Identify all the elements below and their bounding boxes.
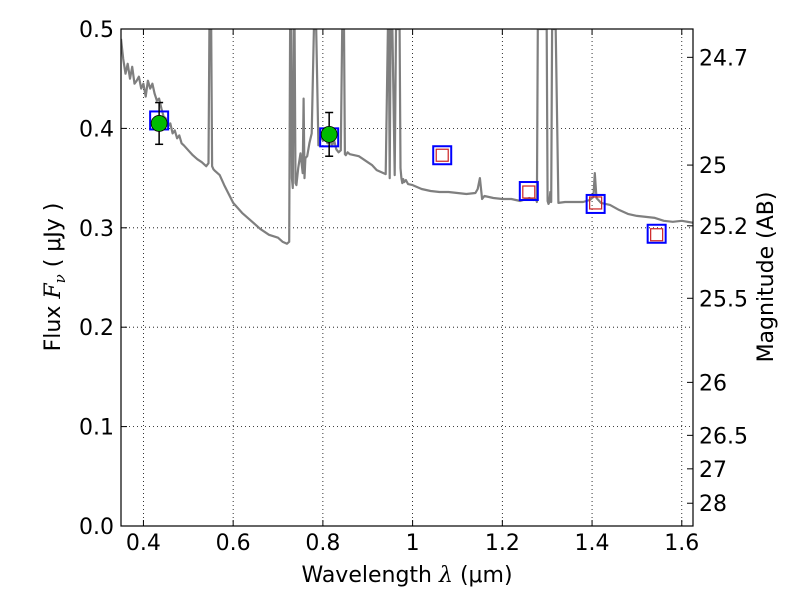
y-tick-label: 0.3	[79, 217, 114, 242]
y-tick-label: 0.0	[79, 515, 114, 540]
x-tick-label: 1.2	[485, 531, 520, 556]
y-tick-label: 0.5	[79, 18, 114, 43]
y2-tick-label: 25.5	[699, 287, 748, 312]
y-axis-ticks: 0.0 0.1 0.2 0.3 0.4 0.5	[79, 18, 127, 540]
model-point-box	[585, 193, 606, 214]
y-tick-label: 0.4	[79, 117, 114, 142]
y2-axis-label: Magnitude (AB)	[754, 192, 779, 363]
grid-lines	[121, 28, 693, 527]
y2-tick-label: 28	[699, 492, 727, 517]
x-tick-label: 0.8	[305, 531, 340, 556]
model-spectrum-line	[121, 29, 693, 245]
y-tick-label: 0.1	[79, 416, 114, 441]
model-points	[149, 110, 667, 244]
open-point-square	[435, 148, 449, 162]
x-tick-label: 1.4	[575, 531, 610, 556]
model-point-box	[646, 223, 667, 244]
y2-tick-label: 27	[699, 458, 727, 483]
x-tick-label: 1.6	[664, 531, 699, 556]
upper-limit-points	[435, 148, 664, 242]
model-point-box	[432, 145, 453, 166]
y2-tick-label: 24.7	[699, 46, 748, 71]
x-axis-ticks: 0.4 0.6 0.8 1 1.2 1.4 1.6	[126, 29, 699, 556]
plot-frame	[120, 28, 694, 527]
x-axis-label: Wavelength λ (μm)	[301, 563, 512, 588]
y2-axis-ticks: 24.7 25 25.2 25.5 26 26.5 27 28	[687, 46, 748, 517]
y2-tick-label: 25.2	[699, 215, 748, 240]
model-point-box	[518, 181, 539, 202]
observed-point	[150, 115, 168, 132]
y2-tick-label: 26.5	[699, 424, 748, 449]
x-tick-label: 0.6	[216, 531, 251, 556]
open-point-square	[522, 185, 536, 199]
observed-points	[150, 101, 338, 157]
y2-tick-label: 25	[699, 154, 727, 179]
x-tick-label: 0.4	[126, 531, 161, 556]
y-tick-label: 0.2	[79, 316, 114, 341]
y-axis-label: Flux Fν ( μJy )	[41, 203, 69, 352]
x-tick-label: 1	[406, 531, 420, 556]
open-point-square	[589, 196, 603, 210]
open-point-square	[650, 228, 664, 242]
y2-tick-label: 26	[699, 371, 727, 396]
observed-point	[320, 125, 338, 143]
